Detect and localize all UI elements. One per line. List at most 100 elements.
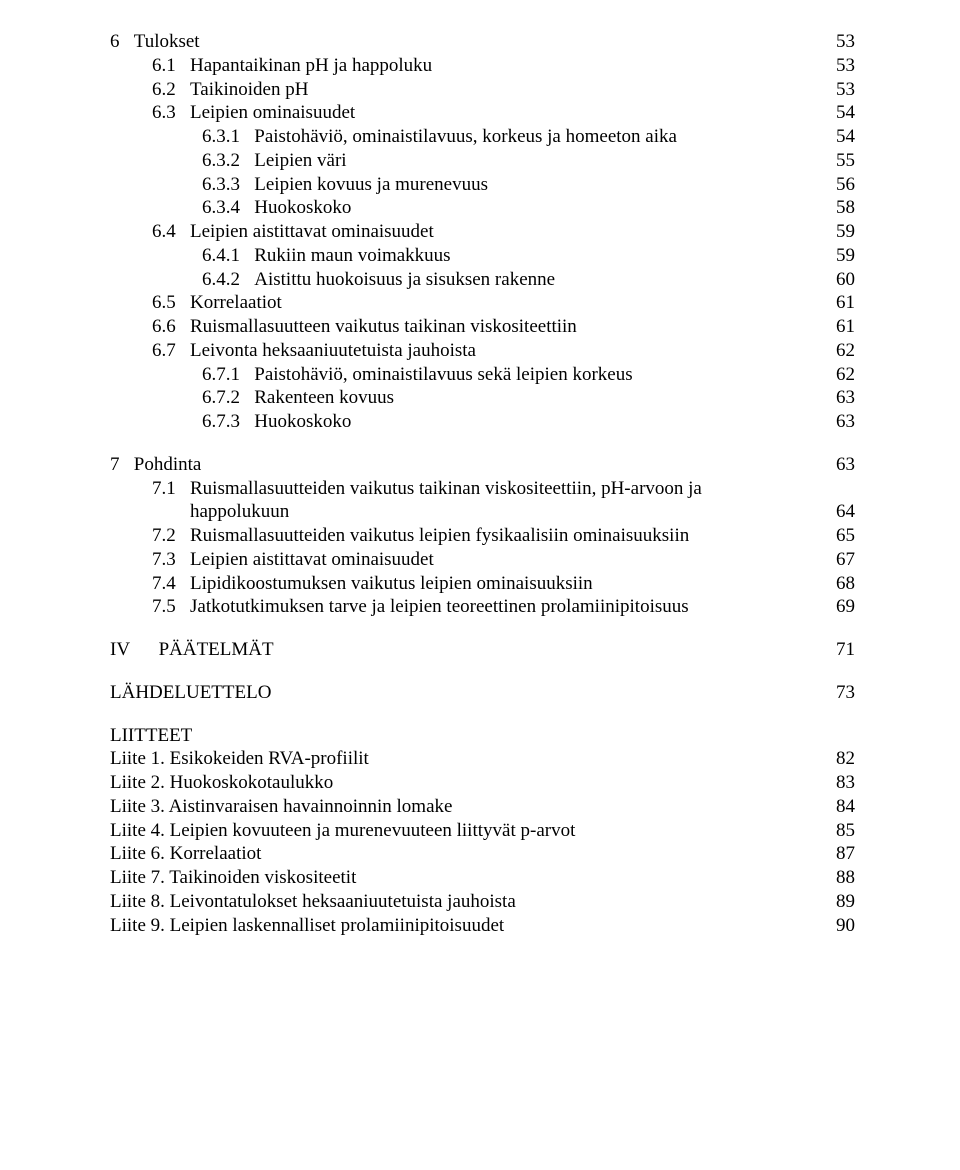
part-row: IV PÄÄTELMÄT 71	[110, 638, 855, 662]
appendix-row: Liite 1. Esikokeiden RVA-profiilit82	[110, 747, 855, 771]
refs-page: 73	[827, 681, 855, 705]
toc-row: 6.3.4 Huokoskoko58	[110, 196, 855, 220]
toc-label: Leivonta heksaaniuutetuista jauhoista	[190, 339, 476, 363]
appendix-page: 89	[827, 890, 855, 914]
appendix-page: 85	[827, 819, 855, 843]
toc-label: Lipidikoostumuksen vaikutus leipien omin…	[190, 572, 593, 596]
toc-page: 64	[827, 500, 855, 524]
toc-num: 6	[110, 30, 134, 54]
toc-label: Rukiin maun voimakkuus	[254, 244, 450, 268]
toc-page: 58	[827, 196, 855, 220]
toc-num: 6.2	[110, 78, 190, 102]
toc-row: 6.4.1 Rukiin maun voimakkuus59	[110, 244, 855, 268]
part-label: PÄÄTELMÄT	[159, 638, 274, 662]
toc-row: 6.2 Taikinoiden pH53	[110, 78, 855, 102]
toc-row: 6.6 Ruismallasuutteen vaikutus taikinan …	[110, 315, 855, 339]
appendix-page: 87	[827, 842, 855, 866]
toc-label: Leipien aistittavat ominaisuudet	[190, 548, 434, 572]
toc-num: 6.7.2	[110, 386, 254, 410]
refs-row: LÄHDELUETTELO 73	[110, 681, 855, 705]
appendix-row: Liite 8. Leivontatulokset heksaaniuutetu…	[110, 890, 855, 914]
toc-row: 7.2 Ruismallasuutteiden vaikutus leipien…	[110, 524, 855, 548]
toc-row: 6.3 Leipien ominaisuudet 54	[110, 101, 855, 125]
toc-page: 68	[827, 572, 855, 596]
toc-row: 7.1 Ruismallasuutteiden vaikutus taikina…	[110, 477, 855, 501]
appendix-label: Liite 6. Korrelaatiot	[110, 842, 261, 866]
toc-num: 6.3.4	[110, 196, 254, 220]
toc-page: 54	[827, 125, 855, 149]
toc-row: 6 Tulokset 53	[110, 30, 855, 54]
toc-num: 6.3.3	[110, 173, 254, 197]
toc-page: 62	[827, 363, 855, 387]
toc-label: Leipien kovuus ja murenevuus	[254, 173, 488, 197]
appendix-page: 83	[827, 771, 855, 795]
toc-label: Taikinoiden pH	[190, 78, 308, 102]
toc-row: 6.4 Leipien aistittavat ominaisuudet59	[110, 220, 855, 244]
refs-label: LÄHDELUETTELO	[110, 681, 271, 705]
toc-page: 60	[827, 268, 855, 292]
toc-label: Leipien ominaisuudet	[190, 101, 355, 125]
toc-page: 65	[827, 524, 855, 548]
toc-page: 56	[827, 173, 855, 197]
toc-label: Huokoskoko	[254, 410, 351, 434]
toc-page: 53	[827, 54, 855, 78]
appendix-label: Liite 3. Aistinvaraisen havainnoinnin lo…	[110, 795, 452, 819]
toc-num: 6.3.1	[110, 125, 254, 149]
toc-label: Pohdinta	[134, 453, 202, 477]
toc-page: 67	[827, 548, 855, 572]
appendix-label: Liite 7. Taikinoiden viskositeetit	[110, 866, 356, 890]
appendix-label: Liite 4. Leipien kovuuteen ja murenevuut…	[110, 819, 575, 843]
appendix-page: 90	[827, 914, 855, 938]
toc-num: 6.3.2	[110, 149, 254, 173]
toc-page: 63	[827, 410, 855, 434]
toc-page: 54	[827, 101, 855, 125]
toc-label: Ruismallasuutteiden vaikutus leipien fys…	[190, 524, 689, 548]
toc-num: 6.1	[110, 54, 190, 78]
toc-row: 6.1 Hapantaikinan pH ja happoluku 53	[110, 54, 855, 78]
toc-page: 6 Tulokset536.1 Hapantaikinan pH ja happ…	[0, 0, 960, 977]
appendix-row: Liite 4. Leipien kovuuteen ja murenevuut…	[110, 819, 855, 843]
toc-num: 7.2	[110, 524, 190, 548]
toc-row: 7.1 happolukuun64	[110, 500, 855, 524]
appendix-page: 82	[827, 747, 855, 771]
part-num: IV	[110, 638, 130, 662]
appendix-row: Liite 9. Leipien laskennalliset prolamii…	[110, 914, 855, 938]
toc-label: Leipien väri	[254, 149, 346, 173]
toc-label: Jatkotutkimuksen tarve ja leipien teoree…	[190, 595, 689, 619]
toc-num: 6.3	[110, 101, 190, 125]
toc-page: 55	[827, 149, 855, 173]
toc-row: 6.4.2 Aistittu huokoisuus ja sisuksen ra…	[110, 268, 855, 292]
toc-label: Korrelaatiot	[190, 291, 282, 315]
toc-page: 69	[827, 595, 855, 619]
toc-label: Hapantaikinan pH ja happoluku	[190, 54, 432, 78]
part-page: 71	[827, 638, 855, 662]
appendix-label: Liite 8. Leivontatulokset heksaaniuutetu…	[110, 890, 516, 914]
toc-page: 62	[827, 339, 855, 363]
toc-num: 7.1	[110, 477, 190, 501]
toc-label: Aistittu huokoisuus ja sisuksen rakenne	[254, 268, 555, 292]
toc-row: 6.7.2 Rakenteen kovuus63	[110, 386, 855, 410]
appendix-label: Liite 9. Leipien laskennalliset prolamii…	[110, 914, 504, 938]
appendix-header: LIITTEET	[110, 724, 855, 748]
appendix-row: Liite 6. Korrelaatiot 87	[110, 842, 855, 866]
toc-label: Leipien aistittavat ominaisuudet	[190, 220, 434, 244]
toc-row: 7.3 Leipien aistittavat ominaisuudet 67	[110, 548, 855, 572]
toc-page: 53	[827, 30, 855, 54]
toc-label: Ruismallasuutteen vaikutus taikinan visk…	[190, 315, 577, 339]
toc-row: 7.4 Lipidikoostumuksen vaikutus leipien …	[110, 572, 855, 596]
toc-num: 6.4	[110, 220, 190, 244]
toc-page: 61	[827, 291, 855, 315]
toc-page: 63	[827, 386, 855, 410]
toc-num: 6.7.1	[110, 363, 254, 387]
toc-row: 6.3.3 Leipien kovuus ja murenevuus 56	[110, 173, 855, 197]
toc-num: 6.4.2	[110, 268, 254, 292]
appendix-row: Liite 2. Huokoskokotaulukko83	[110, 771, 855, 795]
toc-num: 7.3	[110, 548, 190, 572]
toc-num: 7	[110, 453, 134, 477]
toc-label: happolukuun	[190, 500, 289, 524]
toc-page: 63	[827, 453, 855, 477]
toc-label: Tulokset	[134, 30, 200, 54]
toc-row: 6.7.3 Huokoskoko63	[110, 410, 855, 434]
toc-label: Paistohäviö, ominaistilavuus sekä leipie…	[254, 363, 632, 387]
toc-num: 6.7	[110, 339, 190, 363]
